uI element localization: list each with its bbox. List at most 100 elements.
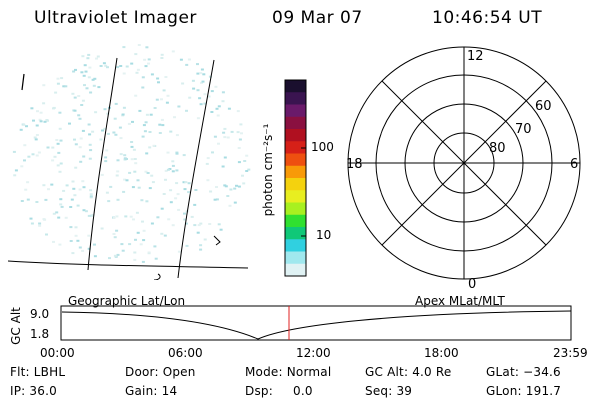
emission-speckle <box>183 218 187 221</box>
emission-speckle <box>78 146 82 149</box>
colorbar-tick-label-10: 10 <box>316 228 332 242</box>
colorbar-band <box>285 92 306 105</box>
emission-speckle <box>35 201 39 203</box>
emission-speckle <box>35 154 39 157</box>
emission-speckle <box>174 197 178 200</box>
emission-speckle <box>150 222 154 225</box>
emission-speckle <box>89 193 93 196</box>
emission-speckle <box>86 57 90 60</box>
emission-speckle <box>64 216 68 219</box>
emission-speckle <box>223 127 227 130</box>
emission-speckle <box>89 91 93 94</box>
emission-speckle <box>81 55 85 58</box>
emission-speckle <box>206 157 210 160</box>
emission-speckle <box>196 63 199 66</box>
colorbar-band <box>285 227 306 240</box>
emission-speckle <box>118 126 122 129</box>
emission-speckle <box>83 84 86 87</box>
emission-speckle <box>147 62 150 65</box>
emission-speckle <box>164 76 168 78</box>
emission-speckle <box>74 166 78 169</box>
emission-speckle <box>143 58 147 61</box>
emission-speckle <box>59 139 63 142</box>
info-glon: GLon: 191.7 <box>486 384 562 398</box>
emission-speckle <box>130 145 134 148</box>
emission-speckle <box>143 130 147 133</box>
emission-speckle <box>84 210 88 213</box>
emission-speckle <box>131 120 134 123</box>
emission-speckle <box>205 162 209 165</box>
emission-speckle <box>237 161 241 164</box>
emission-speckle <box>108 257 111 260</box>
emission-speckle <box>197 224 201 227</box>
emission-speckle <box>132 148 136 151</box>
emission-speckle <box>236 110 240 113</box>
emission-speckle <box>196 72 200 75</box>
emission-speckle <box>121 113 125 116</box>
emission-speckle <box>69 206 73 208</box>
colorbar-band <box>285 178 306 191</box>
emission-speckle <box>112 233 116 235</box>
emission-speckle <box>14 169 18 172</box>
emission-speckle <box>149 113 153 116</box>
emission-speckle <box>81 249 85 252</box>
emission-speckle <box>171 50 175 53</box>
emission-speckle <box>146 172 150 174</box>
emission-speckle <box>88 143 92 146</box>
emission-speckle <box>87 247 91 250</box>
emission-speckle <box>76 204 80 207</box>
emission-speckle <box>25 125 28 128</box>
emission-speckle <box>228 204 232 207</box>
emission-speckle <box>58 127 62 130</box>
emission-speckle <box>166 168 170 171</box>
emission-speckle <box>222 131 226 134</box>
emission-speckle <box>77 95 81 97</box>
emission-speckle <box>150 174 154 177</box>
geographic-panel-label: Geographic Lat/Lon <box>68 294 186 308</box>
emission-speckle <box>30 222 34 225</box>
emission-speckle <box>51 146 55 149</box>
emission-speckle <box>42 84 46 87</box>
emission-speckle <box>176 193 180 196</box>
coast-mark-2 <box>213 235 221 246</box>
emission-speckle <box>141 76 145 79</box>
emission-speckle <box>33 136 37 139</box>
emission-speckle <box>175 134 179 137</box>
time-label: 10:46:54 UT <box>432 8 543 28</box>
emission-speckle <box>156 216 160 219</box>
emission-speckle <box>147 251 151 254</box>
info-ip: IP: 36.0 <box>10 384 57 398</box>
emission-speckle <box>27 155 31 158</box>
emission-speckle <box>208 75 212 78</box>
emission-speckle <box>57 151 61 154</box>
emission-speckle <box>156 77 160 80</box>
emission-speckle <box>129 215 133 218</box>
emission-speckle <box>219 228 223 231</box>
emission-speckle <box>161 124 165 127</box>
colorbar-unit-label: photon cm⁻²s⁻¹ <box>261 123 275 217</box>
emission-speckle <box>85 87 89 90</box>
emission-speckle <box>93 243 96 246</box>
colorbar-band <box>285 153 306 167</box>
emission-speckle <box>102 62 106 65</box>
emission-speckle <box>42 184 46 187</box>
emission-speckle <box>237 147 241 149</box>
coast-mark-3 <box>153 273 161 280</box>
emission-speckle <box>43 120 47 123</box>
emission-speckle <box>150 73 154 76</box>
emission-speckle <box>91 130 95 133</box>
emission-speckle <box>171 160 175 163</box>
emission-speckle <box>179 58 183 61</box>
emission-speckle <box>59 203 63 206</box>
emission-speckle <box>141 135 145 138</box>
emission-speckle <box>56 164 60 167</box>
altitude-xtick-4: 23:59 <box>553 346 588 360</box>
emission-speckle <box>30 107 34 110</box>
emission-speckle <box>107 200 111 203</box>
emission-speckle <box>164 178 167 181</box>
emission-speckle <box>82 186 86 189</box>
emission-speckle <box>183 188 187 191</box>
emission-speckle <box>160 118 164 121</box>
emission-speckle <box>105 149 109 152</box>
emission-speckle <box>70 198 74 201</box>
